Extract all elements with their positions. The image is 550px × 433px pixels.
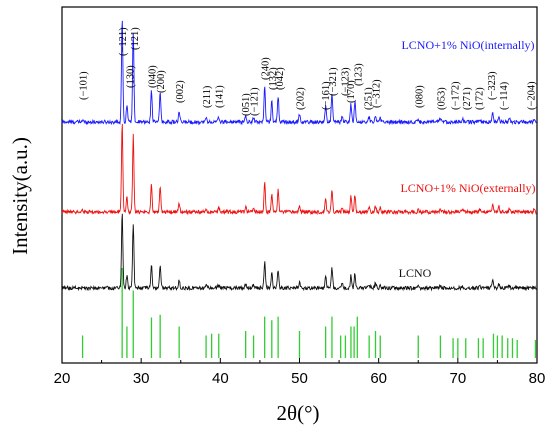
x-tick-label: 80 [529,370,546,387]
hkl-label: (−114) [499,81,510,110]
series-label: LCNO+1% NiO(internally) [401,38,534,52]
x-tick-label: 50 [291,370,308,387]
hkl-label: (172) [474,87,485,110]
series-labels: LCNO+1% NiO(internally) LCNO+1% NiO(exter… [399,38,536,280]
hkl-label: (002) [175,80,186,103]
hkl-label: (−172) [451,81,462,110]
series-line [62,124,537,214]
hkl-label: (123) [353,63,364,86]
hkl-label: (−121) [118,27,129,56]
series-line [62,214,537,290]
x-tick-label: 20 [54,370,71,387]
hkl-label: (202) [296,87,307,110]
hkl-label: (053) [436,87,447,110]
hkl-label: (130) [125,65,136,88]
y-axis-title: Intensity(a.u.) [8,137,32,255]
hkl-label: (211) [202,85,213,108]
x-tick-label: 30 [133,370,150,387]
hkl-label: (200) [156,70,167,93]
x-tick-label: 60 [370,370,387,387]
series-label: LCNO+1% NiO(externally) [400,181,535,195]
hkl-label: (−312) [372,79,383,108]
hkl-label: (−121) [250,87,261,116]
series-group [62,21,537,290]
x-tick-label: 70 [449,370,466,387]
hkl-label: (−323) [487,71,498,100]
hkl-label: (080) [414,85,425,108]
hkl-label: (−321) [328,67,339,96]
hkl-label: (121) [130,27,141,50]
x-axis-title: 2θ(°) [277,401,320,425]
x-axis: 20 30 40 50 60 70 80 [54,358,546,387]
hkl-label: (271) [462,87,473,110]
hkl-label: (−204) [527,81,538,110]
series-label: LCNO [399,266,432,280]
hkl-label: (141) [215,85,226,108]
hkl-label: (−101) [79,71,90,100]
x-tick-label: 40 [212,370,229,387]
hkl-label: (042) [275,67,286,90]
